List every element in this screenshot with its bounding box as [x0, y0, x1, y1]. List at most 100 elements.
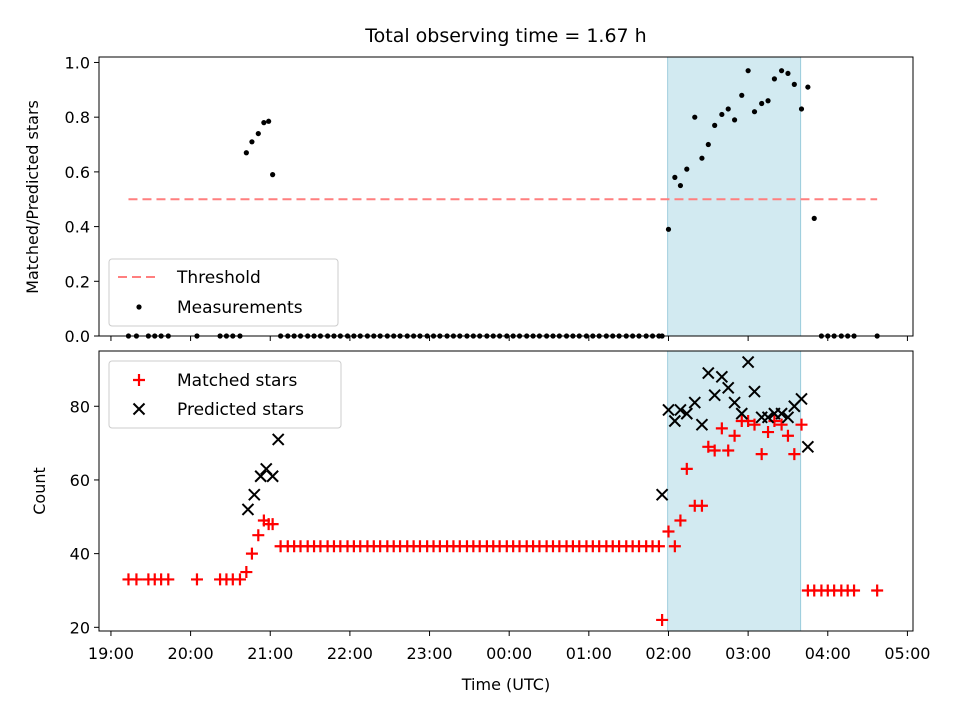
measurement-point: [725, 106, 731, 112]
predicted-point: [248, 488, 261, 501]
bottom-shaded-span: [667, 350, 802, 632]
x-tick-label: 00:00: [486, 644, 532, 663]
y-tick-label: 80: [70, 397, 90, 416]
measurement-point: [745, 68, 751, 74]
predicted-point: [655, 488, 669, 501]
measurement-point: [684, 166, 690, 172]
predicted-point: [761, 411, 775, 424]
top-x-ticks: [110, 336, 908, 341]
top-y-ticks: 0.0 0.2 0.4 0.6 0.8 1.0: [65, 53, 99, 346]
matched-point: [656, 613, 669, 626]
matched-point: [795, 418, 808, 431]
measurement-point: [665, 226, 672, 232]
x-tick-label: 03:00: [725, 644, 771, 663]
bottom-y-label: Count: [30, 467, 49, 515]
measurement-point: [705, 141, 711, 148]
bottom-x-ticks: 19:00 20:00 21:00 22:00 23:00 00:00 01:00 02:00…: [88, 631, 930, 663]
measurement-point: [255, 130, 261, 137]
measurement-point: [677, 182, 684, 189]
y-tick-label: 0.0: [65, 327, 90, 346]
matched-point: [748, 418, 761, 431]
x-tick-label: 19:00: [88, 644, 134, 663]
y-tick-label: 1.0: [65, 53, 90, 72]
matched-point: [762, 426, 775, 439]
predicted-point: [695, 418, 709, 431]
top-legend: Threshold Measurements: [108, 258, 339, 327]
bottom-y-ticks: 20 40 60 80: [70, 397, 99, 637]
predicted-point: [715, 370, 729, 383]
chart-title: Total observing time = 1.67 h: [364, 25, 646, 47]
y-tick-label: 0.8: [65, 108, 90, 127]
y-tick-label: 40: [70, 545, 90, 564]
matched-point: [245, 547, 258, 560]
y-tick-label: 20: [70, 618, 90, 637]
predicted-point: [702, 366, 715, 380]
measurement-point: [765, 98, 771, 104]
predicted-point: [722, 381, 735, 395]
matched-point: [668, 540, 681, 553]
predicted-point: [688, 396, 701, 409]
measurement-point: [759, 100, 765, 107]
matched-point: [715, 422, 728, 435]
measurement-point: [699, 155, 705, 161]
matched-point: [848, 584, 861, 597]
measurement-point: [798, 106, 805, 112]
top-shaded-span: [667, 56, 802, 337]
legend-matched-label: Matched stars: [177, 371, 297, 391]
measurement-point: [261, 120, 267, 126]
measurement-point: [270, 172, 276, 178]
predicted-point: [674, 403, 687, 417]
measurement-point: [771, 76, 778, 82]
matched-point: [233, 573, 246, 586]
matched-points: [122, 415, 884, 626]
measurement-point: [731, 117, 738, 123]
measurement-point: [785, 70, 791, 77]
y-tick-label: 60: [70, 471, 90, 490]
bottom-legend: Matched stars Predicted stars: [108, 360, 342, 429]
bottom-panel: 20 40 60 80 19:00 20:00 21:00 22:00 23:00 00:00 0…: [30, 350, 930, 694]
measurement-point: [672, 174, 678, 180]
x-tick-label: 20:00: [168, 644, 214, 663]
matched-point: [130, 573, 143, 586]
x-tick-label: 22:00: [327, 644, 373, 663]
legend-threshold-label: Threshold: [176, 268, 261, 288]
top-panel: 0.0 0.2 0.4 0.6 0.8 1.0 Matched/Predicted sta…: [23, 53, 914, 346]
predicted-point: [748, 385, 761, 398]
x-tick-label: 01:00: [566, 644, 612, 663]
predicted-point: [781, 411, 795, 424]
measurement-point: [805, 84, 811, 90]
predicted-point: [662, 403, 675, 417]
top-axes-frame: [98, 56, 914, 337]
y-tick-label: 0.6: [65, 163, 90, 182]
measurement-point: [811, 215, 817, 221]
y-tick-label: 0.2: [65, 272, 90, 291]
predicted-point: [271, 433, 285, 446]
predicted-point: [708, 389, 721, 402]
predicted-point: [735, 407, 748, 420]
matched-point: [788, 448, 801, 461]
measurement-point: [692, 114, 698, 120]
matched-point: [708, 444, 721, 457]
measurement-point: [266, 118, 272, 124]
matched-point: [190, 573, 203, 586]
measurement-point: [791, 81, 797, 87]
legend-predicted-label: Predicted stars: [177, 400, 304, 420]
bottom-axes-frame: [98, 350, 914, 632]
measurement-point: [243, 150, 249, 156]
matched-point: [680, 462, 693, 475]
matched-point: [871, 584, 884, 597]
measurement-point: [778, 68, 785, 74]
legend-matched-swatch: [133, 374, 145, 386]
matched-point: [781, 429, 794, 442]
matched-point: [722, 444, 735, 457]
matched-point: [702, 440, 715, 453]
measurement-point: [712, 122, 718, 128]
predicted-point: [241, 503, 255, 516]
matched-point: [240, 566, 253, 579]
matched-point: [662, 525, 675, 538]
matched-point: [266, 518, 279, 531]
measurement-points: [125, 68, 880, 339]
measurement-point: [249, 139, 255, 145]
x-tick-label: 23:00: [406, 644, 452, 663]
